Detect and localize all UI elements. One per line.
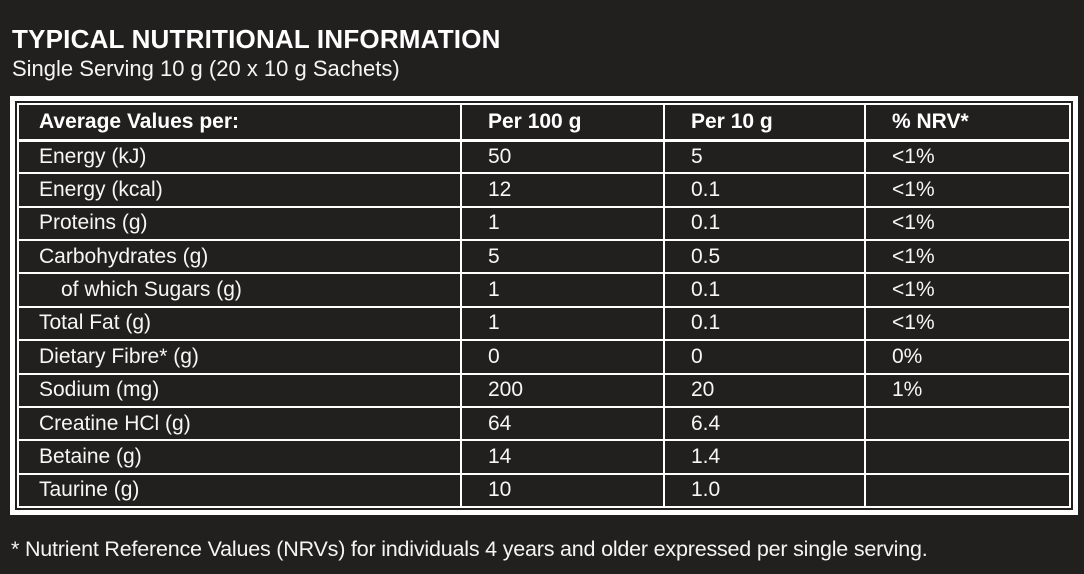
- value-nrv: [864, 439, 1071, 475]
- row-label: Sodium (mg): [17, 372, 462, 408]
- value-nrv: <1%: [864, 272, 1071, 308]
- row-label: Carbohydrates (g): [17, 239, 462, 275]
- value-per-10g: 0.1: [663, 305, 866, 342]
- value-per-10g: 5: [663, 138, 866, 175]
- value-nrv: <1%: [864, 205, 1071, 242]
- table-row-energy-kcal: Energy (kcal) 12 0.1 <1%: [17, 172, 1071, 208]
- row-label: Total Fat (g): [17, 305, 462, 342]
- value-per-100g: 1: [460, 272, 665, 308]
- value-per-10g: 20: [663, 372, 866, 408]
- value-per-10g: 0.1: [663, 272, 866, 308]
- value-nrv: <1%: [864, 172, 1071, 208]
- value-nrv: 1%: [864, 372, 1071, 408]
- table-row-sugars: of which Sugars (g) 1 0.1 <1%: [17, 272, 1071, 308]
- value-per-100g: 1: [460, 205, 665, 242]
- table-row-carbohydrates: Carbohydrates (g) 5 0.5 <1%: [17, 239, 1071, 275]
- table-row-betaine: Betaine (g) 14 1.4: [17, 439, 1071, 475]
- row-label: of which Sugars (g): [17, 272, 462, 308]
- table-row-proteins: Proteins (g) 1 0.1 <1%: [17, 205, 1071, 242]
- value-per-100g: 14: [460, 439, 665, 475]
- value-nrv: <1%: [864, 239, 1071, 275]
- value-per-100g: 64: [460, 405, 665, 442]
- value-per-100g: 50: [460, 138, 665, 175]
- value-per-100g: 12: [460, 172, 665, 208]
- table-row-taurine: Taurine (g) 10 1.0: [17, 472, 1071, 509]
- value-nrv: <1%: [864, 305, 1071, 342]
- row-label: Proteins (g): [17, 205, 462, 242]
- row-label: Energy (kJ): [17, 138, 462, 175]
- table-row-creatine-hcl: Creatine HCl (g) 64 6.4: [17, 405, 1071, 442]
- column-header-per-10g: Per 10 g: [663, 103, 866, 142]
- value-nrv: 0%: [864, 339, 1071, 375]
- value-per-100g: 0: [460, 339, 665, 375]
- value-per-10g: 0.1: [663, 205, 866, 242]
- value-per-100g: 10: [460, 472, 665, 509]
- value-per-10g: 0: [663, 339, 866, 375]
- value-per-10g: 0.5: [663, 239, 866, 275]
- nrv-footnote: * Nutrient Reference Values (NRVs) for i…: [11, 537, 928, 561]
- table-row-total-fat: Total Fat (g) 1 0.1 <1%: [17, 305, 1071, 342]
- value-per-10g: 0.1: [663, 172, 866, 208]
- serving-subtitle: Single Serving 10 g (20 x 10 g Sachets): [12, 56, 400, 81]
- page-title: TYPICAL NUTRITIONAL INFORMATION: [12, 24, 501, 54]
- value-nrv: [864, 405, 1071, 442]
- nutrition-table: Average Values per: Per 100 g Per 10 g %…: [17, 103, 1071, 509]
- value-per-10g: 1.4: [663, 439, 866, 475]
- row-label: Dietary Fibre* (g): [17, 339, 462, 375]
- column-header-nrv: % NRV*: [864, 103, 1071, 142]
- table-row-dietary-fibre: Dietary Fibre* (g) 0 0 0%: [17, 339, 1071, 375]
- value-per-100g: 5: [460, 239, 665, 275]
- table-row-sodium: Sodium (mg) 200 20 1%: [17, 372, 1071, 408]
- value-per-10g: 6.4: [663, 405, 866, 442]
- row-label: Taurine (g): [17, 472, 462, 509]
- value-nrv: [864, 472, 1071, 509]
- value-nrv: <1%: [864, 138, 1071, 175]
- row-label: Energy (kcal): [17, 172, 462, 208]
- value-per-100g: 200: [460, 372, 665, 408]
- column-header-per-100g: Per 100 g: [460, 103, 665, 142]
- value-per-10g: 1.0: [663, 472, 866, 509]
- table-row-energy-kj: Energy (kJ) 50 5 <1%: [17, 138, 1071, 175]
- value-per-100g: 1: [460, 305, 665, 342]
- row-label: Betaine (g): [17, 439, 462, 475]
- nutrition-table-frame: Average Values per: Per 100 g Per 10 g %…: [10, 96, 1078, 515]
- row-label: Creatine HCl (g): [17, 405, 462, 442]
- table-header-row: Average Values per: Per 100 g Per 10 g %…: [17, 103, 1071, 142]
- column-header-average-values: Average Values per:: [17, 103, 462, 142]
